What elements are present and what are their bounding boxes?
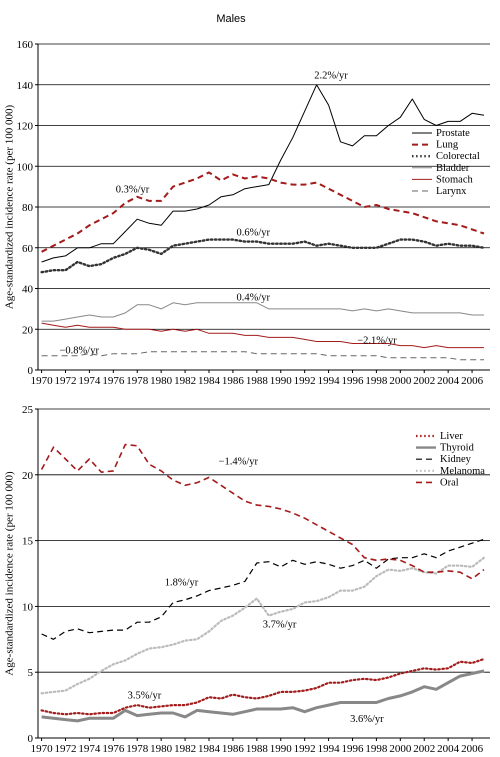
y-tick-label: 15 (22, 536, 34, 548)
series-line-oral (40, 443, 485, 580)
legend-label-bladder: Bladder (436, 163, 470, 174)
y-tick-label: 60 (22, 243, 34, 255)
x-tick-label: 2006 (461, 375, 484, 387)
x-tick-label: 1988 (246, 743, 269, 755)
series-line-prostate (41, 84, 485, 263)
legend-label-melanoma: Melanoma (440, 466, 485, 477)
annotation-label: −2.1%/yr (357, 336, 397, 347)
y-tick-label: 100 (17, 161, 34, 173)
series-line-thyroid (41, 669, 485, 723)
y-tick-label: 20 (22, 470, 34, 482)
x-tick-label: 1984 (198, 375, 221, 387)
legend-label-colorectal: Colorectal (436, 151, 480, 162)
annotation-label: 0.4%/yr (236, 293, 270, 304)
x-tick-label: 1974 (78, 743, 101, 755)
legend-label-stomach: Stomach (436, 174, 473, 185)
y-tick-label: 80 (22, 202, 34, 214)
x-tick-label: 1998 (365, 743, 388, 755)
x-tick-label: 1974 (78, 375, 101, 387)
y-axis-label: Age-standardized incidence rate (per 100… (4, 471, 16, 676)
x-tick-label: 1986 (222, 743, 245, 755)
x-tick-label: 1992 (294, 375, 316, 387)
y-axis-label: Age-standardized incidence rate (per 100… (4, 105, 16, 310)
annotation-label: 0.6%/yr (236, 228, 270, 239)
x-tick-label: 2002 (413, 375, 435, 387)
legend-label-larynx: Larynx (436, 186, 467, 197)
x-tick-label: 1980 (150, 375, 173, 387)
x-tick-label: 2004 (437, 743, 460, 755)
y-tick-label: 160 (17, 39, 34, 51)
annotation-label: 3.5%/yr (128, 691, 162, 702)
y-tick-label: 5 (28, 667, 34, 679)
legend-label-kidney: Kidney (440, 454, 472, 465)
annotation-label: 3.6%/yr (350, 714, 384, 725)
annotation-label: 1.8%/yr (165, 577, 199, 588)
chart-title: Males (216, 13, 246, 25)
x-tick-label: 1986 (222, 375, 245, 387)
x-tick-label: 1996 (341, 743, 364, 755)
annotation-label: −0.8%/yr (60, 346, 100, 357)
legend-label-lung: Lung (436, 140, 459, 151)
x-tick-label: 2000 (389, 743, 412, 755)
x-tick-label: 1990 (270, 375, 293, 387)
chart-males: 0 20 40 60 80 100 120 140 160 1970 1972 1974 1976 197… (4, 13, 490, 387)
x-tick-label: 1972 (55, 743, 77, 755)
legend-label-thyroid: Thyroid (440, 443, 475, 454)
x-tick-label: 1978 (126, 743, 149, 755)
x-tick-label: 1988 (246, 375, 269, 387)
x-tick-label: 1980 (150, 743, 173, 755)
annotation-label: 3.7%/yr (263, 619, 297, 630)
series-line-melanoma (40, 556, 486, 695)
x-tick-label: 1998 (365, 375, 388, 387)
legend-label-oral: Oral (440, 477, 459, 488)
series-line-liver (40, 657, 486, 716)
x-tick-label: 2000 (389, 375, 412, 387)
x-tick-label: 2006 (461, 743, 484, 755)
y-tick-label: 0 (28, 365, 34, 377)
y-tick-label: 25 (22, 404, 34, 416)
y-tick-label: 20 (22, 324, 34, 336)
y-tick-label: 10 (22, 601, 34, 613)
x-tick-label: 1994 (318, 743, 341, 755)
x-tick-label: 1976 (102, 743, 125, 755)
x-tick-label: 1978 (126, 375, 149, 387)
x-tick-label: 1976 (102, 375, 125, 387)
legend-label-prostate: Prostate (436, 128, 470, 139)
annotation-label: 2.2%/yr (314, 71, 348, 82)
series-line-larynx (41, 351, 484, 361)
series-line-lung (41, 171, 485, 253)
x-tick-label: 1982 (174, 743, 196, 755)
x-tick-label: 1970 (31, 375, 54, 387)
y-tick-label: 0 (28, 733, 34, 745)
x-tick-label: 1992 (294, 743, 316, 755)
x-tick-label: 1996 (341, 375, 364, 387)
series-line-colorectal (40, 238, 486, 274)
series-line-stomach (41, 322, 484, 349)
series-line-bladder (41, 302, 484, 322)
x-tick-label: 1970 (31, 743, 54, 755)
x-tick-label: 1972 (55, 375, 77, 387)
x-tick-label: 1984 (198, 743, 221, 755)
annotation-label: 0.3%/yr (116, 185, 150, 196)
x-tick-label: 1982 (174, 375, 196, 387)
y-tick-label: 120 (17, 121, 34, 133)
y-tick-label: 40 (22, 284, 34, 296)
x-tick-label: 2002 (413, 743, 435, 755)
x-tick-label: 1994 (318, 375, 341, 387)
y-tick-label: 140 (17, 80, 34, 92)
annotation-label: −1.4%/yr (219, 456, 259, 467)
x-tick-label: 1990 (270, 743, 293, 755)
legend-label-liver: Liver (440, 431, 463, 442)
x-tick-label: 2004 (437, 375, 460, 387)
